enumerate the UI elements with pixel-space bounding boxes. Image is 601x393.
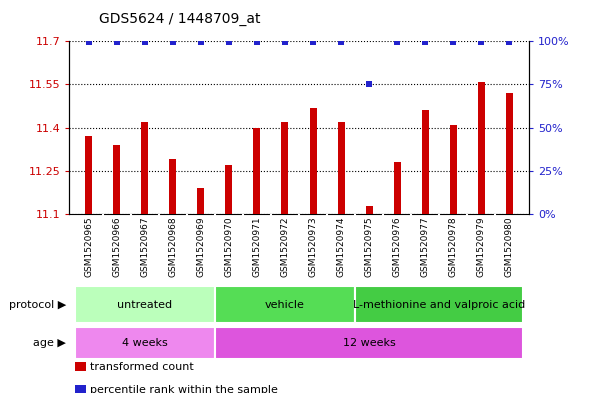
Text: GSM1520979: GSM1520979 [477,216,486,277]
Bar [365,206,373,214]
Text: L-methionine and valproic acid: L-methionine and valproic acid [353,299,525,310]
Text: GSM1520968: GSM1520968 [168,216,177,277]
Text: vehicle: vehicle [265,299,305,310]
Text: GSM1520975: GSM1520975 [365,216,374,277]
Text: GSM1520972: GSM1520972 [281,216,290,277]
Text: 4 weeks: 4 weeks [122,338,168,348]
Text: GDS5624 / 1448709_at: GDS5624 / 1448709_at [99,11,261,26]
Text: GSM1520970: GSM1520970 [224,216,233,277]
Text: GSM1520978: GSM1520978 [449,216,458,277]
Text: protocol ▶: protocol ▶ [9,299,66,310]
Text: GSM1520977: GSM1520977 [421,216,430,277]
Text: transformed count: transformed count [90,362,194,372]
Bar [225,165,233,214]
Bar [355,286,523,323]
Bar [281,122,288,214]
Text: GSM1520967: GSM1520967 [140,216,149,277]
Bar [215,327,523,359]
Text: GSM1520965: GSM1520965 [84,216,93,277]
Text: GSM1520969: GSM1520969 [197,216,206,277]
Bar [215,286,355,323]
Bar [75,327,215,359]
Text: age ▶: age ▶ [33,338,66,348]
Bar [169,160,176,214]
Bar [450,125,457,214]
Bar [197,188,204,214]
Bar [394,162,401,214]
Bar [310,108,317,214]
Bar [113,145,120,214]
Text: 12 weeks: 12 weeks [343,338,395,348]
Text: GSM1520971: GSM1520971 [252,216,261,277]
Bar [422,110,429,214]
Text: GSM1520980: GSM1520980 [505,216,514,277]
Bar [506,93,513,214]
Text: untreated: untreated [117,299,172,310]
Bar [338,122,344,214]
Text: GSM1520966: GSM1520966 [112,216,121,277]
Bar [75,286,215,323]
Text: GSM1520973: GSM1520973 [308,216,317,277]
Text: percentile rank within the sample: percentile rank within the sample [90,385,278,393]
Bar [85,136,92,214]
Bar [478,82,485,214]
Bar [141,122,148,214]
Text: GSM1520974: GSM1520974 [337,216,346,277]
Bar [254,128,260,214]
Text: GSM1520976: GSM1520976 [392,216,401,277]
